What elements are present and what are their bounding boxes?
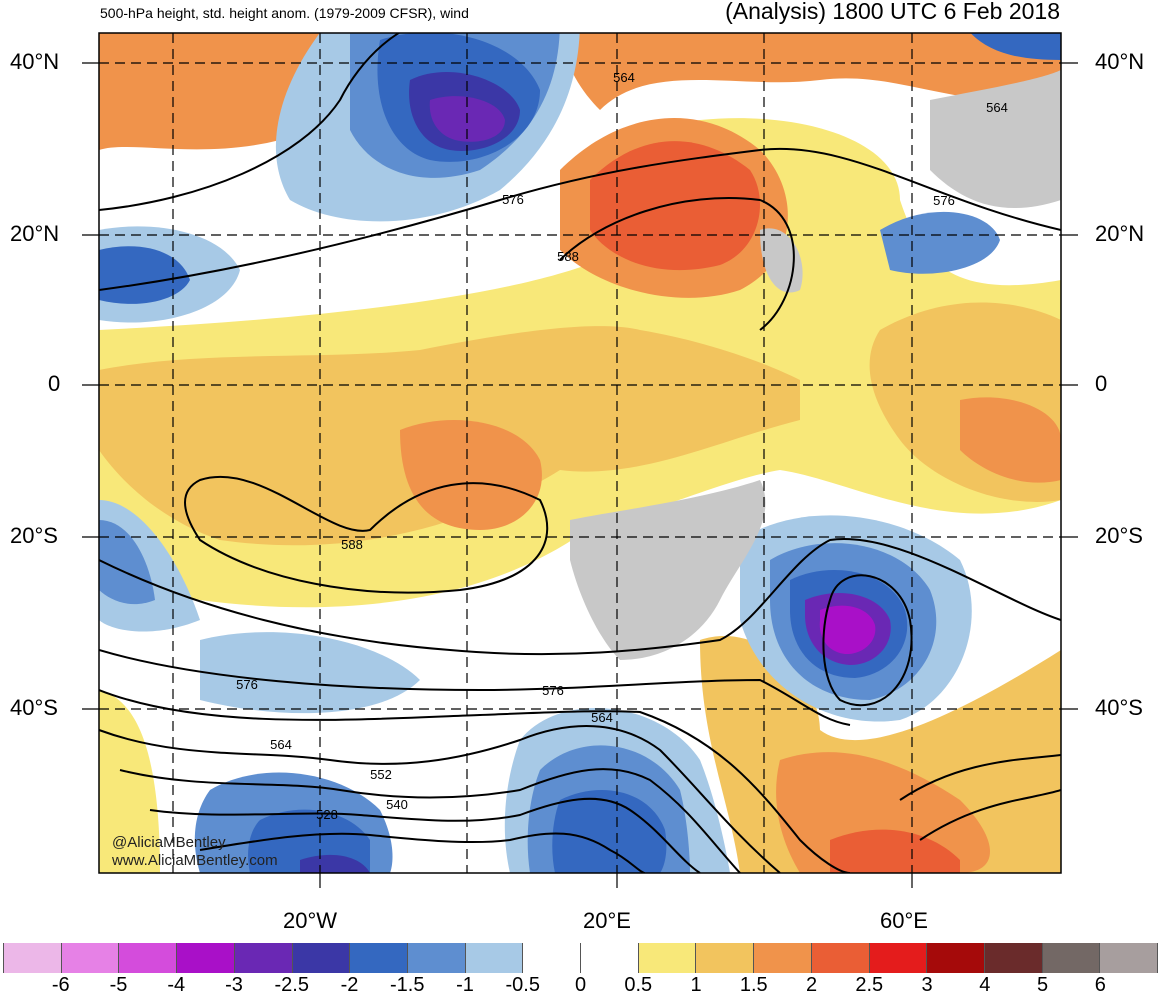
map-subtitle: 500-hPa height, std. height anom. (1979-… — [100, 5, 469, 21]
colorbar-swatch — [984, 943, 1043, 973]
colorbar-tick-label: -3 — [225, 974, 243, 996]
map-title: (Analysis) 1800 UTC 6 Feb 2018 — [725, 0, 1060, 24]
colorbar-tick-label: -6 — [51, 974, 70, 996]
colorbar-swatch — [638, 943, 697, 973]
colorbar-tick-label: -2.5 — [274, 974, 309, 996]
colorbar-swatch — [754, 943, 812, 973]
colorbar-swatch — [177, 943, 235, 973]
lat-label-20s-right: 20°S — [1095, 523, 1143, 548]
colorbar-swatch — [523, 943, 582, 973]
lon-label-60e: 60°E — [880, 908, 928, 933]
contour-label: 564 — [591, 710, 613, 725]
lon-label-20w: 20°W — [283, 908, 338, 933]
contour-label: 576 — [933, 193, 955, 208]
colorbar-tick-label: 2 — [805, 974, 818, 996]
colorbar-swatch — [119, 943, 178, 973]
colorbar-swatch — [3, 943, 62, 973]
contour-label: 528 — [316, 807, 338, 822]
negative-anomaly-regions — [99, 33, 1061, 873]
contour-label: 552 — [370, 767, 392, 782]
credit-website: www.AliciaMBentley.com — [112, 852, 278, 869]
lat-label-40n-left: 40°N — [10, 49, 60, 74]
lat-label-40s-right: 40°S — [1095, 695, 1143, 720]
height-contours — [99, 33, 1061, 873]
contour-labels: 564 564 576 576 588 588 576 576 564 564 … — [236, 70, 1008, 822]
colorbar-swatch — [581, 943, 639, 973]
colorbar-tick-label: 0 — [574, 974, 587, 996]
colorbar-swatch — [61, 943, 120, 973]
contour-label: 564 — [613, 70, 635, 85]
colorbar-swatch — [292, 943, 351, 973]
lat-label-40s-left: 40°S — [10, 695, 58, 720]
colorbar-tick-label: 0.5 — [624, 974, 653, 996]
colorbar-swatch — [407, 943, 466, 973]
lat-lon-grid — [99, 33, 1061, 873]
colorbar-tick-label: 6 — [1094, 974, 1106, 996]
contour-label: 564 — [270, 737, 292, 752]
lat-label-equator-left: 0 — [48, 371, 61, 396]
colorbar-tick-label: 4 — [979, 974, 991, 996]
lat-label-20n-left: 20°N — [10, 221, 60, 246]
contour-label: 576 — [236, 677, 258, 692]
colorbar-tick-label: -1.5 — [390, 974, 425, 996]
colorbar-tick-label: 1 — [690, 974, 702, 996]
lat-label-40n-right: 40°N — [1095, 49, 1145, 74]
contour-label: 576 — [502, 192, 524, 207]
lat-label-20n-right: 20°N — [1095, 221, 1145, 246]
colorbar-tick-labels: -6 -5 -4 -3 -2.5 -2 -1.5 -1 -0.5 0 0.5 1 1.5 2 2.5 3 4 5 6 — [0, 974, 1160, 999]
colorbar-swatch — [869, 943, 928, 973]
colorbar-swatch — [696, 943, 755, 973]
colorbar-swatch — [234, 943, 293, 973]
land-unshaded — [570, 70, 1061, 660]
colorbar-swatch — [927, 943, 985, 973]
contour-label: 588 — [341, 537, 363, 552]
credit-handle: @AliciaMBentley — [112, 834, 226, 851]
colorbar-swatch — [811, 943, 870, 973]
colorbar-tick-label: 1.5 — [739, 974, 768, 996]
colorbar-tick-label: -1 — [456, 974, 474, 996]
contour-label: 564 — [986, 100, 1008, 115]
lat-label-equator-right: 0 — [1095, 371, 1108, 396]
colorbar-tick-label: 2.5 — [855, 974, 884, 996]
colorbar-tick-label: -2 — [340, 974, 359, 996]
contour-label: 540 — [386, 797, 408, 812]
contour-label: 576 — [542, 683, 564, 698]
axis-ticks — [82, 62, 1078, 888]
colorbar-tick-label: 5 — [1036, 974, 1049, 996]
colorbar-swatch — [1100, 943, 1159, 973]
anomaly-colorbar — [3, 943, 1159, 973]
positive-anomaly-regions — [99, 33, 1061, 873]
colorbar-tick-label: -0.5 — [505, 974, 540, 996]
colorbar-swatch — [1042, 943, 1101, 973]
lon-label-20e: 20°E — [583, 908, 631, 933]
colorbar-swatch — [350, 943, 408, 973]
lat-label-20s-left: 20°S — [10, 523, 58, 548]
colorbar-tick-label: -5 — [109, 974, 128, 996]
colorbar-tick-label: 3 — [921, 974, 933, 996]
contour-label: 588 — [557, 249, 579, 264]
map-frame — [98, 32, 1062, 874]
colorbar-tick-label: -4 — [167, 974, 186, 996]
colorbar-swatch — [465, 943, 524, 973]
